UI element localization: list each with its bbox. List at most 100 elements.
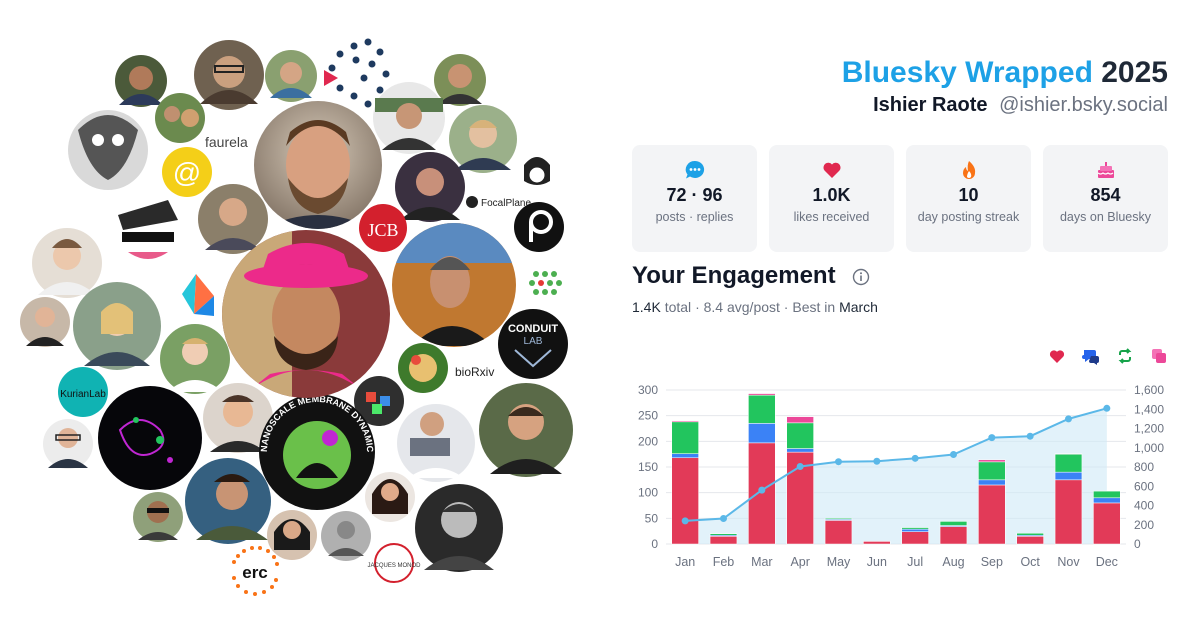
bar-segment-reposts (939, 521, 968, 526)
stat-card-days: 854 days on Bluesky (1043, 145, 1168, 252)
fan-logo (182, 274, 214, 316)
bar-segment-likes (1016, 536, 1044, 545)
y-tick-label: 100 (638, 486, 658, 500)
jacques-monod-logo: JACQUES MONOD (367, 543, 421, 583)
year-title: 2025 (1101, 56, 1168, 89)
bar-segment-likes (939, 526, 968, 545)
focalplane-logo: FocalPlane (466, 196, 531, 209)
cumulative-point (911, 454, 919, 462)
avatar: @ (162, 147, 212, 197)
stat-label: day posting streak (917, 210, 1020, 224)
kurian-lab-logo: KurianLab (58, 367, 108, 417)
avatar (434, 54, 486, 106)
x-tick-label: Jul (907, 555, 923, 569)
x-tick-label: Mar (751, 555, 773, 569)
stat-label: posts · replies (655, 210, 734, 224)
avatar (160, 324, 230, 394)
bar-segment-likes (978, 484, 1006, 545)
bar-segment-replies (786, 448, 814, 453)
info-icon[interactable] (852, 268, 870, 286)
microscopy-avatar (98, 386, 202, 490)
cumulative-point (758, 486, 766, 494)
jcb-logo: JCB (359, 204, 407, 252)
svg-text:JACQUES MONOD: JACQUES MONOD (367, 563, 421, 569)
avatar (194, 40, 264, 110)
y2-tick-label: 1,200 (1134, 422, 1164, 436)
bar-segment-replies (1093, 497, 1121, 504)
avatar (198, 184, 268, 254)
bar-segment-reposts (1093, 490, 1121, 499)
heart-icon[interactable] (1048, 347, 1066, 365)
bar-segment-likes (709, 536, 738, 545)
bar-segment-quotes (978, 459, 1006, 463)
bar-segment-reposts (901, 527, 929, 530)
y-tick-label: 50 (645, 511, 659, 525)
y2-tick-label: 200 (1134, 518, 1154, 532)
x-tick-label: Jun (867, 555, 887, 569)
stat-label: days on Bluesky (1059, 210, 1152, 224)
y2-tick-label: 600 (1134, 479, 1154, 493)
best-prefix: Best in (792, 299, 836, 315)
engagement-summary: 1.4K total · 8.4 avg/post · Best in Marc… (632, 299, 878, 315)
y2-tick-label: 0 (1134, 537, 1141, 551)
svg-text:FocalPlane: FocalPlane (481, 198, 531, 209)
bar-segment-quotes (671, 420, 699, 423)
avatar (267, 510, 317, 560)
avatar (115, 55, 167, 107)
stats-row: 72 · 96 posts · replies 1.0K likes recei… (632, 145, 1168, 252)
speech-bubble-icon (685, 160, 704, 179)
bar-segment-replies (901, 528, 929, 532)
bar-segment-replies (748, 423, 776, 444)
broken-image-label: faurela (205, 134, 248, 150)
svg-text:erc: erc (242, 563, 268, 582)
avatar (133, 492, 183, 542)
y-tick-label: 250 (638, 409, 658, 423)
avatar (155, 93, 205, 143)
avatar (68, 110, 148, 190)
bar-segment-reposts (978, 461, 1006, 481)
avatar (321, 511, 371, 561)
total-word: total (664, 299, 692, 315)
user-handle[interactable]: @ishier.bsky.social (999, 94, 1168, 116)
p-logo (514, 202, 564, 252)
bar-segment-quotes (786, 416, 814, 424)
bar-segment-reposts (786, 422, 814, 449)
bar-segment-quotes (748, 393, 776, 396)
avatar (479, 383, 573, 477)
y-tick-label: 0 (651, 537, 658, 551)
avatar (354, 376, 404, 426)
reply-icon[interactable] (1082, 347, 1100, 365)
heart-icon (822, 162, 841, 178)
avatar (415, 484, 503, 572)
bar-segment-reposts (1054, 453, 1083, 473)
repost-icon[interactable] (1116, 347, 1134, 365)
brand-title: Bluesky Wrapped (841, 56, 1093, 89)
svg-text:CONDUIT: CONDUIT (508, 323, 558, 335)
cumulative-point (873, 457, 881, 465)
chart-legend (1048, 347, 1168, 365)
svg-text:KurianLab: KurianLab (60, 389, 106, 400)
wrapped-panel: Bluesky Wrapped 2025 Ishier Raote @ishie… (632, 0, 1168, 630)
avatar (398, 343, 448, 393)
bar-segment-likes (824, 520, 853, 545)
avatar (32, 228, 102, 298)
x-tick-label: Nov (1057, 555, 1080, 569)
bar-segment-likes (863, 541, 891, 545)
stat-value: 1.0K (812, 185, 851, 205)
at-logo-text: @ (173, 157, 201, 188)
bar-segment-replies (671, 453, 699, 459)
avatar (222, 230, 390, 398)
avatar (449, 105, 517, 173)
page-title: Bluesky Wrapped 2025 (842, 56, 1168, 90)
total-value: 1.4K (632, 299, 661, 315)
quote-icon[interactable] (1150, 347, 1168, 365)
avatar (20, 297, 70, 347)
y-tick-label: 150 (638, 460, 658, 474)
x-tick-label: Jan (675, 555, 695, 569)
svg-text:JCB: JCB (367, 220, 398, 240)
y-tick-label: 200 (638, 434, 658, 448)
y2-tick-label: 1,600 (1134, 383, 1164, 397)
biorxiv-logo: bioRxiv (455, 365, 494, 379)
